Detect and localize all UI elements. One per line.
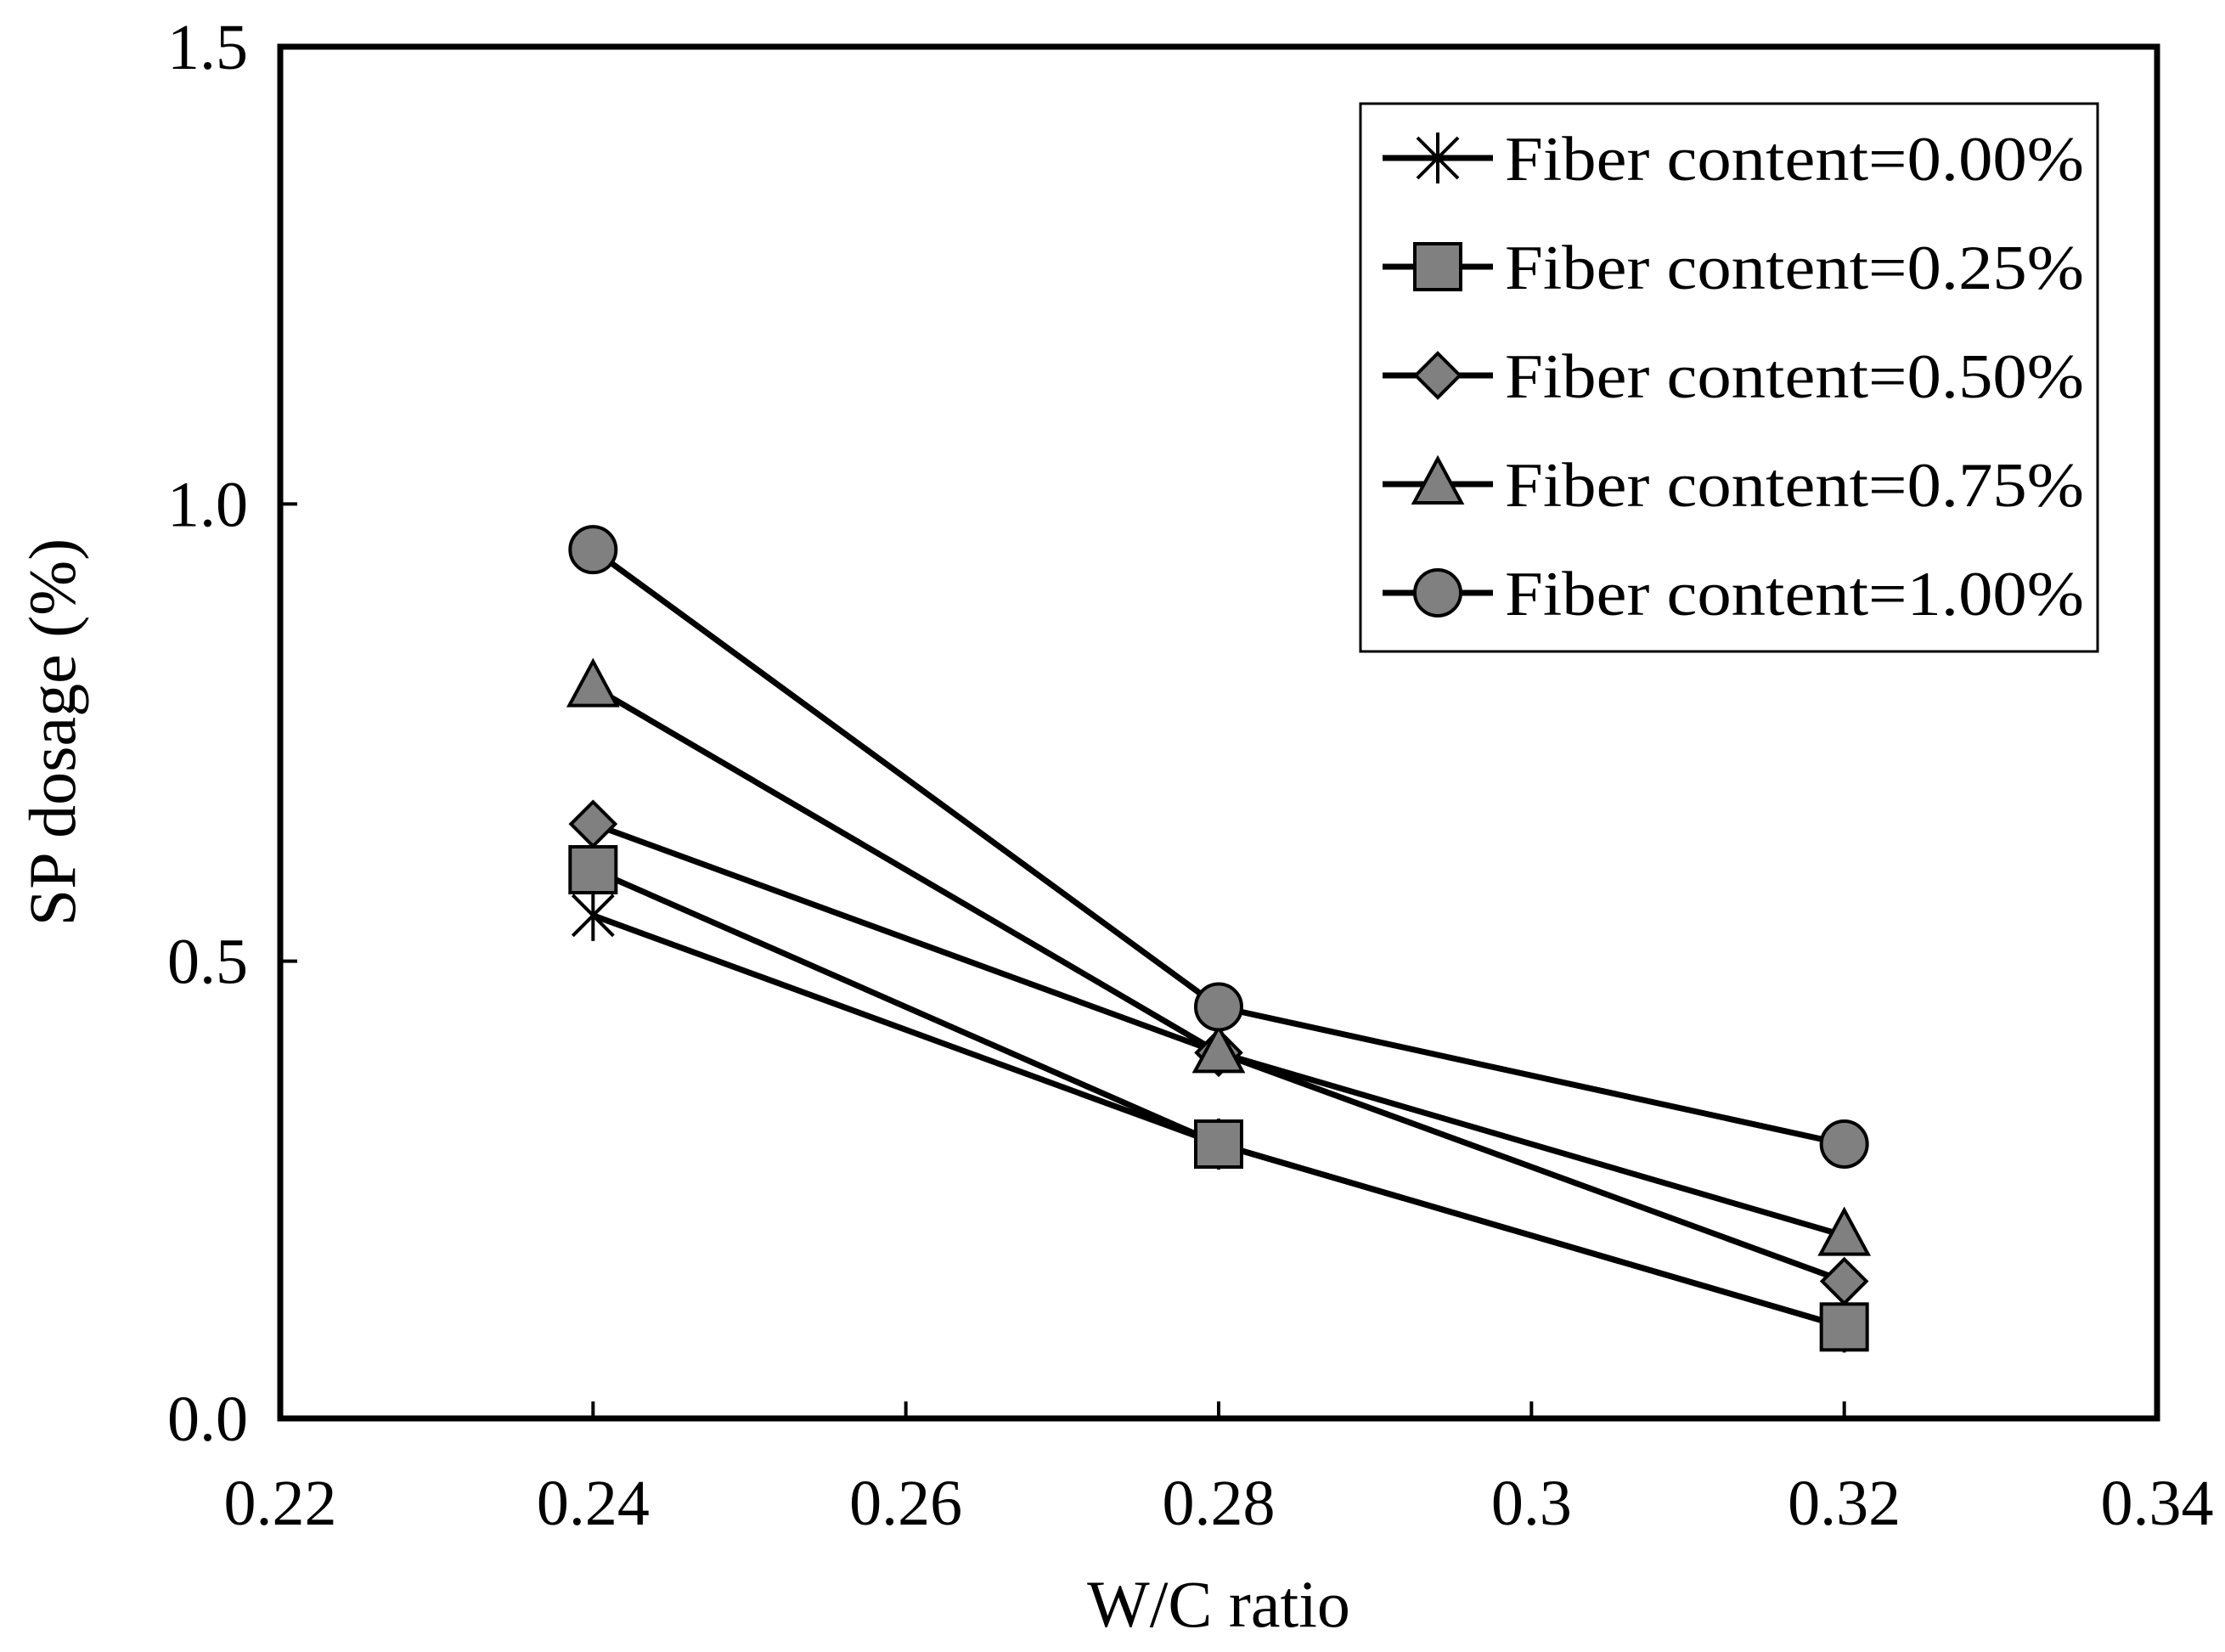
legend-marker-diamond [1413, 351, 1462, 400]
legend-item: Fiber content=0.75% [1383, 451, 2084, 521]
legend-item: Fiber content=0.50% [1383, 342, 2084, 412]
legend-item: Fiber content=0.25% [1383, 234, 2084, 303]
y-axis-title: SP dosage (%) [15, 538, 89, 926]
data-point-diamond [568, 799, 618, 849]
x-tick-label: 0.3 [1491, 1468, 1572, 1539]
x-tick-label: 0.24 [537, 1468, 650, 1539]
data-point-square [568, 845, 618, 894]
legend-label: Fiber content=0.00% [1505, 125, 2084, 195]
legend-marker-asterisk [1416, 132, 1460, 183]
legend-item: Fiber content=1.00% [1383, 560, 2084, 629]
data-point-circle [1194, 982, 1243, 1032]
y-tick-label: 0.5 [167, 927, 248, 998]
y-tick-label: 1.5 [167, 12, 248, 83]
data-point-diamond [1819, 1256, 1869, 1306]
x-tick-label: 0.28 [1163, 1468, 1276, 1539]
legend-item: Fiber content=0.00% [1383, 125, 2084, 195]
data-point-square [1194, 1119, 1243, 1169]
legend-marker-circle [1413, 568, 1462, 617]
legend-label: Fiber content=0.25% [1505, 234, 2084, 303]
legend-label: Fiber content=1.00% [1505, 560, 2084, 629]
data-point-square [1819, 1302, 1869, 1352]
data-point-triangle [1817, 1206, 1872, 1256]
data-point-circle [1819, 1119, 1869, 1169]
legend: Fiber content=0.00% Fiber content=0.25% Fi… [1359, 102, 2099, 653]
y-tick-label: 1.0 [167, 469, 248, 540]
y-axis: 0.0 0.5 1.0 1.5 [167, 12, 297, 1455]
x-tick-label: 0.26 [849, 1468, 962, 1539]
y-tick-label: 0.0 [167, 1384, 248, 1455]
legend-marker-square [1413, 242, 1462, 291]
legend-label: Fiber content=0.75% [1505, 451, 2084, 521]
data-point-circle [568, 525, 618, 575]
data-point-triangle [1191, 1023, 1246, 1074]
x-tick-label: 0.32 [1788, 1468, 1901, 1539]
x-tick-label: 0.34 [2101, 1468, 2214, 1539]
data-point-asterisk [571, 889, 615, 941]
series-markers [566, 525, 1872, 1353]
legend-marker-triangle [1411, 454, 1465, 505]
x-axis: 0.22 0.24 0.26 0.28 0.3 0.32 0.34 [224, 1401, 2214, 1539]
legend-label: Fiber content=0.50% [1505, 342, 2084, 412]
x-tick-label: 0.22 [224, 1468, 337, 1539]
x-axis-title: W/C ratio [1087, 1567, 1350, 1641]
data-point-triangle [566, 657, 620, 708]
